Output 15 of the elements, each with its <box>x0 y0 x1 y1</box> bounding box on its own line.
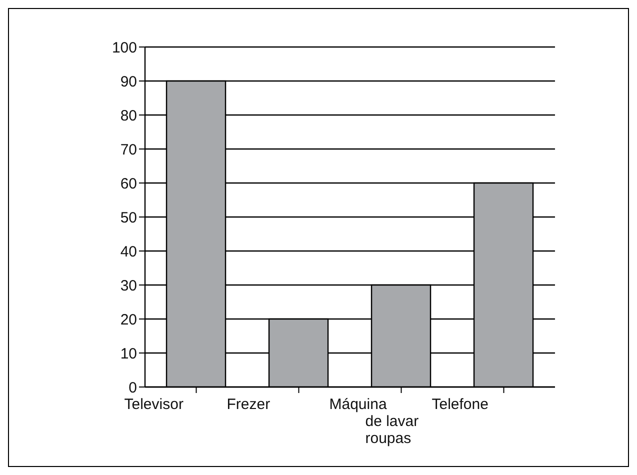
x-tick-label: Frezer <box>226 396 270 413</box>
y-tick-label: 60 <box>120 175 137 192</box>
y-tick-label: 80 <box>120 107 137 124</box>
x-tick-label: Televisor <box>124 396 184 413</box>
y-tick-label: 30 <box>120 277 137 294</box>
x-tick-label: Telefone <box>432 396 488 413</box>
y-tick-label: 90 <box>120 73 137 90</box>
y-tick-label: 0 <box>128 379 137 396</box>
y-tick-label: 100 <box>112 39 137 56</box>
y-tick-label: 10 <box>120 345 137 362</box>
y-tick-label: 70 <box>120 141 137 158</box>
y-tick-label: 50 <box>120 209 137 226</box>
y-tick-label: 20 <box>120 311 137 328</box>
y-tick-label: 40 <box>120 243 137 260</box>
x-tick-label: Máquina de lavar roupas <box>329 396 419 447</box>
